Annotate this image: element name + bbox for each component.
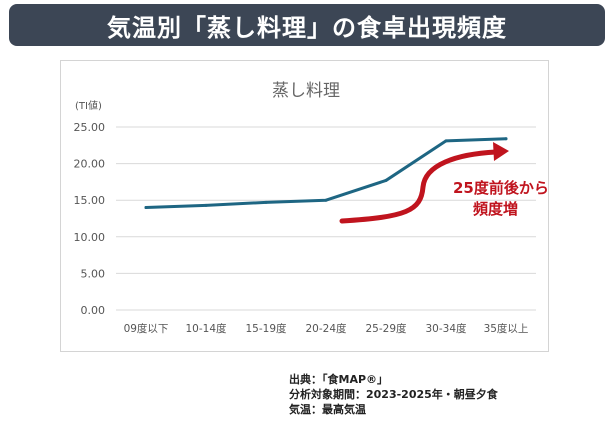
series-lines (144, 137, 508, 210)
annotation-line-2: 頻度増 (473, 200, 518, 218)
data-point (504, 137, 508, 141)
title-banner: 気温別「蒸し料理」の食卓出現頻度 (9, 4, 605, 46)
y-tick-label: 5.00 (81, 267, 106, 280)
data-point (384, 178, 388, 182)
gridlines (116, 126, 536, 311)
series-line (144, 137, 508, 210)
x-tick-label: 30-34度 (425, 322, 467, 335)
y-axis-label: (TI値) (75, 99, 102, 112)
line-chart: 蒸し料理 (TI値) 0.005.0010.0015.0020.0025.000… (74, 81, 549, 335)
source-line-temperature: 気温：最高気温 (289, 403, 366, 416)
axis-ticks: 0.00 5.00 10.00 15.00 20.00 25.00 09度以下 10-14度 1… (74, 121, 529, 335)
data-point (204, 203, 208, 207)
data-point (324, 198, 328, 202)
data-point (264, 200, 268, 204)
source-line-citation: 出典：「食MAP®」 (289, 373, 389, 386)
x-tick-label: 25-29度 (365, 322, 407, 335)
x-tick-label: 15-19度 (245, 322, 287, 335)
y-tick-label: 0.00 (81, 304, 106, 317)
y-tick-label: 25.00 (74, 121, 106, 134)
annotation-arrow-shaft (339, 149, 499, 224)
x-tick-label: 20-24度 (305, 322, 347, 335)
data-point (144, 206, 148, 210)
annotation-line-1: 25度前後から (453, 179, 548, 197)
chart-frame: 蒸し料理 (TI値) 0.00 5.00 10.00 15.00 20.00 25.00 0… (60, 60, 549, 352)
source-line-period: 分析対象期間：2023-2025年・朝昼夕食 (289, 388, 498, 401)
data-point (444, 139, 448, 143)
source-note: 出典：「食MAP®」 分析対象期間：2023-2025年・朝昼夕食 気温：最高気… (289, 372, 498, 417)
x-tick-label: 35度以上 (484, 322, 529, 335)
annotation: 25度前後から 頻度増 (339, 142, 548, 224)
y-tick-label: 15.00 (74, 194, 106, 207)
y-tick-label: 10.00 (74, 231, 106, 244)
annotation-arrowhead (493, 142, 509, 161)
y-tick-label: 20.00 (74, 158, 106, 171)
page-title: 気温別「蒸し料理」の食卓出現頻度 (107, 13, 507, 42)
x-tick-label: 09度以下 (124, 322, 169, 335)
chart-title: 蒸し料理 (272, 81, 340, 101)
x-tick-label: 10-14度 (185, 322, 227, 335)
